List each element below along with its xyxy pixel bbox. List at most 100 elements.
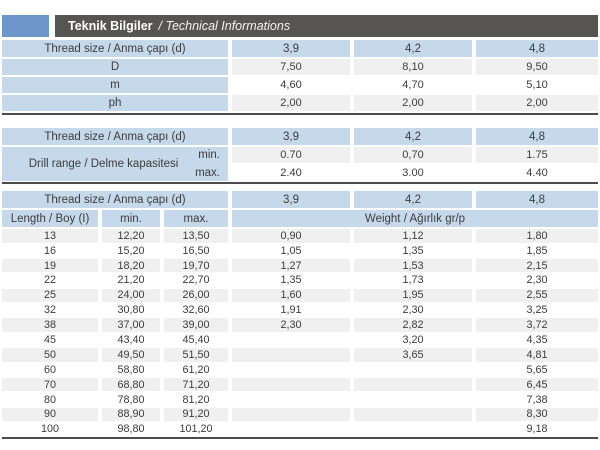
page-title: Teknik Bilgiler [68, 19, 153, 33]
length-cell: 13 [2, 229, 98, 243]
table-cell: 1.75 [476, 147, 598, 163]
table-row: 70 68,80 71,20 6,45 [2, 377, 598, 392]
title-bar: Teknik Bilgiler / Technical Informations [2, 15, 598, 37]
title-bar-strip: Teknik Bilgiler / Technical Informations [55, 15, 598, 37]
max-label: max. [195, 167, 220, 179]
size-col-header: 4,8 [476, 40, 598, 57]
weight-cell: 0,90 [232, 229, 350, 243]
table-cell: 0,70 [354, 147, 472, 163]
weight-cell: 1,27 [232, 258, 350, 273]
weight-cell: 1,35 [232, 273, 350, 288]
weight-cell [232, 333, 350, 347]
thread-size-header: Thread size / Anma çapı (d) [2, 191, 228, 208]
weight-cell: 4,81 [476, 348, 598, 362]
length-cell: 45 [2, 333, 98, 347]
length-cell: 25 [2, 288, 98, 303]
row-label: m [2, 77, 228, 93]
table-cell: 8,10 [354, 59, 472, 75]
row-label: ph [2, 95, 228, 111]
table-row: 90 88,90 91,20 8,30 [2, 407, 598, 422]
length-cell: 70 [2, 377, 98, 392]
max-col-header: max. [164, 210, 228, 227]
weight-cell: 1,60 [232, 288, 350, 303]
size-col-header: 4,2 [354, 40, 472, 57]
length-col-header: Length / Boy (I) [2, 210, 98, 227]
min-cell: 88,90 [102, 407, 160, 422]
length-cell: 16 [2, 243, 98, 258]
table-row: 60 58,80 61,20 5,65 [2, 363, 598, 377]
weight-cell [354, 392, 472, 407]
drill-range-label: Drill range / Delme kapasitesi [28, 158, 179, 170]
table-row: 100 98,80 101,20 9,18 [2, 422, 598, 437]
table-subheader-row: Length / Boy (I) min. max. Weight / Ağır… [2, 210, 598, 227]
max-cell: 22,70 [164, 273, 228, 288]
size-col-header: 4,8 [476, 191, 598, 208]
size-col-header: 4,2 [354, 128, 472, 145]
weight-cell [232, 392, 350, 407]
table-cell: 5,10 [476, 77, 598, 93]
table-bottom-border [2, 113, 598, 115]
table-row: m 4,60 4,70 5,10 [2, 77, 598, 93]
weight-cell: 8,30 [476, 407, 598, 422]
weight-cell [354, 377, 472, 392]
thread-size-header: Thread size / Anma çapı (d) [2, 128, 228, 145]
size-col-header: 3,9 [232, 128, 350, 145]
max-cell: 39,00 [164, 318, 228, 332]
max-cell: 16,50 [164, 243, 228, 258]
table-header-row: Thread size / Anma çapı (d) 3,9 4,2 4,8 [2, 128, 598, 145]
table-cell: 3.00 [354, 165, 472, 181]
table-row: 25 24,00 26,00 1,60 1,95 2,55 [2, 288, 598, 303]
weight-cell: 1,53 [354, 258, 472, 273]
min-label: min. [198, 149, 220, 161]
weight-cell [232, 377, 350, 392]
weight-cell: 1,73 [354, 273, 472, 288]
min-cell: 24,00 [102, 288, 160, 303]
min-cell: 43,40 [102, 333, 160, 347]
length-cell: 38 [2, 318, 98, 332]
length-cell: 19 [2, 258, 98, 273]
table-row: D 7,50 8,10 9,50 [2, 59, 598, 75]
max-cell: 91,20 [164, 407, 228, 422]
weight-cell: 1,95 [354, 288, 472, 303]
drill-range-label-cell: Drill range / Delme kapasitesi min. max. [2, 147, 228, 181]
table-header-row: Thread size / Anma çapı (d) 3,9 4,2 4,8 [2, 191, 598, 208]
drill-range-body: Drill range / Delme kapasitesi min. max.… [2, 147, 598, 181]
weight-cell: 3,25 [476, 303, 598, 317]
weight-cell: 2,55 [476, 288, 598, 303]
table-bottom-border [2, 182, 598, 184]
table-length-weight: Thread size / Anma çapı (d) 3,9 4,2 4,8 … [2, 191, 598, 440]
table-row: 80 78,80 81,20 7,38 [2, 392, 598, 407]
table-header-row: Thread size / Anma çapı (d) 3,9 4,2 4,8 [2, 40, 598, 57]
table-row: 38 37,00 39,00 2,30 2,82 3,72 [2, 318, 598, 332]
table-cell: 2,00 [476, 95, 598, 111]
size-col-header: 4,2 [354, 191, 472, 208]
table-cell: 9,50 [476, 59, 598, 75]
weight-cell: 1,85 [476, 243, 598, 258]
weight-cell: 1,35 [354, 243, 472, 258]
min-cell: 18,20 [102, 258, 160, 273]
table-bottom-border [2, 437, 598, 440]
accent-square [2, 15, 49, 37]
table-row: 22 21,20 22,70 1,35 1,73 2,30 [2, 273, 598, 288]
weight-cell: 2,30 [232, 318, 350, 332]
table-cell: 2.40 [232, 165, 350, 181]
min-cell: 78,80 [102, 392, 160, 407]
weight-cell: 9,18 [476, 422, 598, 437]
weight-cell: 1,12 [354, 229, 472, 243]
min-cell: 21,20 [102, 273, 160, 288]
max-cell: 26,00 [164, 288, 228, 303]
min-cell: 12,20 [102, 229, 160, 243]
weight-cell: 3,72 [476, 318, 598, 332]
max-cell: 61,20 [164, 363, 228, 377]
weight-cell: 1,80 [476, 229, 598, 243]
max-cell: 71,20 [164, 377, 228, 392]
max-cell: 81,20 [164, 392, 228, 407]
table-row: 16 15,20 16,50 1,05 1,35 1,85 [2, 243, 598, 258]
table-cell: 2,00 [232, 95, 350, 111]
weight-cell [232, 422, 350, 437]
length-weight-rows: 13 12,20 13,50 0,90 1,12 1,80 16 15,20 1… [2, 229, 598, 437]
weight-cell [354, 407, 472, 422]
table-cell: 7,50 [232, 59, 350, 75]
min-cell: 98,80 [102, 422, 160, 437]
